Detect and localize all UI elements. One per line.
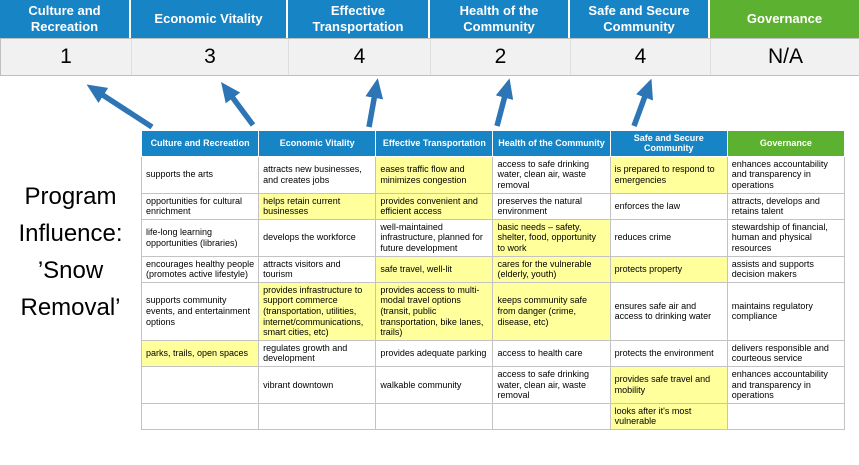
matrix-cell: ensures safe air and access to drinking …: [609, 281, 728, 341]
matrix-cell: maintains regulatory compliance: [726, 281, 846, 341]
matrix-cell: access to safe drinking water, clean air…: [492, 366, 611, 404]
matrix-cell: [492, 402, 611, 431]
influence-matrix: Culture and Recreation Economic Vitality E…: [140, 130, 846, 431]
matrix-cell: reduces crime: [609, 218, 728, 257]
score-governance: N/A: [711, 39, 859, 75]
matrix-cell: supports community events, and entertain…: [140, 281, 260, 341]
matrix-cell-highlighted: provides infrastructure to support comme…: [258, 281, 377, 341]
matrix-cell: access to health care: [492, 339, 611, 368]
title-line: ’Snow: [37, 257, 104, 284]
matrix-cell: develops the workforce: [258, 218, 377, 257]
matrix-cell-highlighted: helps retain current businesses: [258, 192, 377, 220]
title-line: Removal’: [20, 294, 121, 321]
score-health-of-the-community: 2: [431, 39, 571, 75]
score-culture-and-recreation: 1: [1, 39, 132, 75]
matrix-row: looks after it's most vulnerable: [140, 402, 846, 431]
matrix-cell: [726, 402, 846, 431]
program-influence-title: Program Influence: ’Snow Removal’: [0, 178, 141, 326]
matrix-cell: enhances accountability and transparency…: [726, 366, 846, 404]
matrix-row: supports the arts attracts new businesses…: [140, 155, 846, 194]
matrix-cell: access to safe drinking water, clean air…: [492, 155, 611, 194]
matrix-header-cell: Health of the Community: [492, 130, 611, 157]
matrix-body: supports the arts attracts new businesses…: [140, 155, 846, 431]
arrow-culture-and-recreation: [86, 84, 154, 130]
matrix-row: vibrant downtown walkable community access…: [140, 366, 846, 404]
matrix-header-cell: Effective Transportation: [375, 130, 494, 157]
matrix-cell: protects the environment: [609, 339, 728, 368]
matrix-cell: attracts new businesses, and creates job…: [258, 155, 377, 194]
score-effective-transportation: 4: [289, 39, 431, 75]
score-economic-vitality: 3: [132, 39, 289, 75]
matrix-cell-highlighted: looks after it's most vulnerable: [609, 402, 728, 431]
matrix-cell-highlighted: is prepared to respond to emergencies: [609, 155, 728, 194]
scoreboard-header-safe-and-secure-community: Safe and Secure Community: [570, 0, 710, 38]
matrix-cell-highlighted: provides access to multi-modal travel op…: [375, 281, 494, 341]
scoreboard-header-governance: Governance: [710, 0, 859, 38]
matrix-cell-highlighted: provides safe travel and mobility: [609, 366, 728, 404]
scoreboard-header-economic-vitality: Economic Vitality: [131, 0, 288, 38]
matrix-cell: supports the arts: [140, 155, 260, 194]
matrix-cell: regulates growth and development: [258, 339, 377, 368]
scoreboard-header-row: Culture and Recreation Economic Vitality…: [0, 0, 859, 38]
matrix-header-cell: Culture and Recreation: [140, 130, 260, 157]
title-line: Influence:: [18, 220, 123, 247]
matrix-header-cell: Economic Vitality: [258, 130, 377, 157]
matrix-cell: assists and supports decision makers: [726, 255, 846, 283]
matrix-cell: opportunities for cultural enrichment: [140, 192, 260, 220]
matrix-cell-highlighted: protects property: [609, 255, 728, 283]
matrix-cell: [258, 402, 377, 431]
matrix-cell: preserves the natural environment: [492, 192, 611, 220]
scoreboard-header-culture-and-recreation: Culture and Recreation: [0, 0, 131, 38]
matrix-cell: encourages healthy people (promotes acti…: [140, 255, 260, 283]
matrix-cell: [140, 366, 260, 404]
matrix-header-cell: Governance: [726, 130, 846, 157]
matrix-cell-highlighted: provides convenient and efficient access: [375, 192, 494, 220]
matrix-cell-highlighted: keeps community safe from danger (crime,…: [492, 281, 611, 341]
matrix-cell: delivers responsible and courteous servi…: [726, 339, 846, 368]
score-safe-and-secure-community: 4: [571, 39, 711, 75]
matrix-head-row: Culture and Recreation Economic Vitality E…: [140, 130, 846, 157]
matrix-cell: provides adequate parking: [375, 339, 494, 368]
arrow-effective-transportation: [365, 78, 384, 128]
matrix-cell: attracts visitors and tourism: [258, 255, 377, 283]
scoreboard-header-health-of-the-community: Health of the Community: [430, 0, 570, 38]
matrix-cell-highlighted: parks, trails, open spaces: [140, 339, 260, 368]
matrix-cell: [140, 402, 260, 431]
matrix-cell-highlighted: safe travel, well-lit: [375, 255, 494, 283]
matrix-cell: attracts, develops and retains talent: [726, 192, 846, 220]
matrix-cell-highlighted: cares for the vulnerable (elderly, youth…: [492, 255, 611, 283]
matrix-cell: life-long learning opportunities (librar…: [140, 218, 260, 257]
arrow-safe-and-secure-community: [631, 78, 653, 127]
scoreboard-header-effective-transportation: Effective Transportation: [288, 0, 430, 38]
matrix-cell: vibrant downtown: [258, 366, 377, 404]
matrix-row: supports community events, and entertain…: [140, 281, 846, 341]
matrix-cell: well-maintained infrastructure, planned …: [375, 218, 494, 257]
matrix-cell: [375, 402, 494, 431]
matrix-row: parks, trails, open spaces regulates grow…: [140, 339, 846, 368]
arrow-economic-vitality: [221, 81, 256, 127]
matrix-cell-highlighted: basic needs – safety, shelter, food, opp…: [492, 218, 611, 257]
title-line: Program: [24, 183, 117, 210]
matrix-cell: enforces the law: [609, 192, 728, 220]
matrix-cell: stewardship of financial, human and phys…: [726, 218, 846, 257]
matrix-row: life-long learning opportunities (librar…: [140, 218, 846, 257]
matrix-cell: enhances accountability and transparency…: [726, 155, 846, 194]
matrix-cell-highlighted: eases traffic flow and minimizes congest…: [375, 155, 494, 194]
arrow-health-of-the-community: [494, 78, 514, 127]
matrix-cell: walkable community: [375, 366, 494, 404]
matrix-row: encourages healthy people (promotes acti…: [140, 255, 846, 283]
scoreboard-score-row: 1 3 4 2 4 N/A: [0, 38, 859, 76]
matrix-header-cell: Safe and Secure Community: [609, 130, 728, 157]
matrix-row: opportunities for cultural enrichment hel…: [140, 192, 846, 220]
